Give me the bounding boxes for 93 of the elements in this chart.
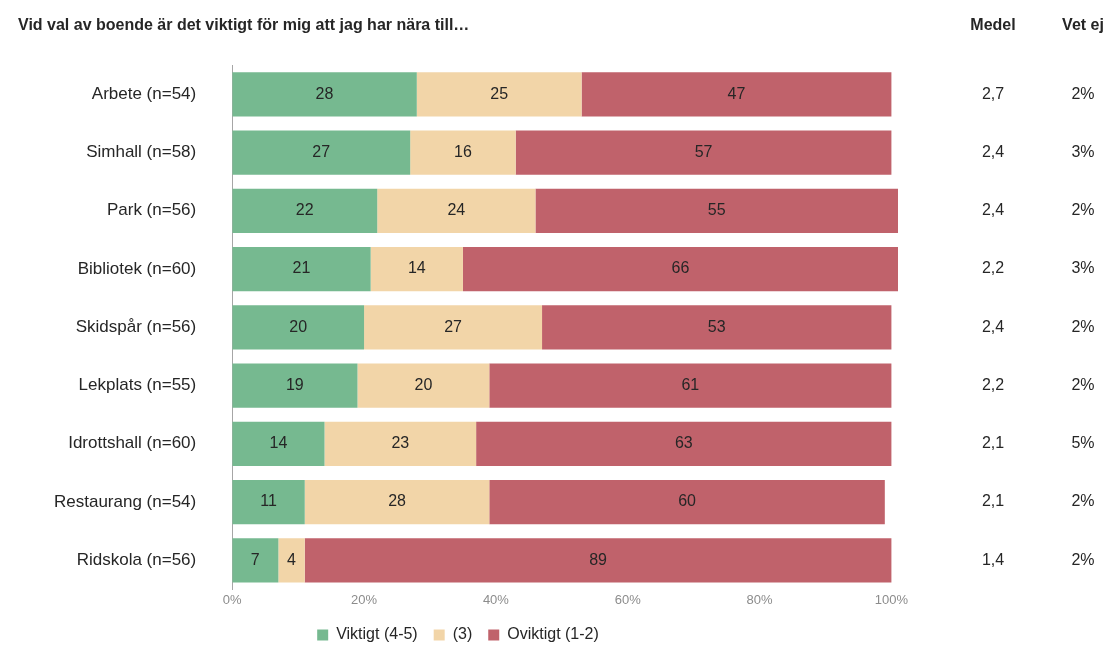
y-tick-label: Bibliotek (n=60) [77, 258, 197, 278]
x-tick-label: 40% [482, 591, 510, 607]
y-tick-label: Park (n=56) [106, 200, 197, 220]
data-label: 53 [707, 317, 726, 335]
data-label: 57 [694, 142, 713, 160]
bar [232, 538, 279, 583]
text: 2,1 [981, 492, 1005, 510]
data-label: 7 [250, 550, 260, 568]
text: 2% [1071, 492, 1095, 510]
bar [542, 305, 892, 350]
text: 1,4 [981, 550, 1005, 568]
y-tick-label: Simhall (n=58) [86, 142, 197, 162]
x-tick-label: 0% [222, 591, 243, 607]
text: 2,4 [981, 142, 1005, 160]
bar [232, 72, 417, 117]
data-label: 14 [407, 259, 426, 277]
chart-title: Vid val av boende är det viktigt för mig att jag har nära till… [18, 16, 470, 34]
text: 2,1 [981, 434, 1005, 452]
bar [278, 538, 305, 583]
text: 2% [1071, 84, 1095, 102]
data-label: 63 [674, 434, 693, 452]
text: 2% [1071, 375, 1095, 393]
bar [304, 479, 490, 525]
bar [232, 363, 358, 408]
bar [232, 130, 411, 175]
legend-label: Oviktigt (1-2) [507, 625, 599, 643]
bar [535, 188, 898, 233]
y-tick-label: Lekplats (n=55) [78, 375, 197, 395]
text: 2,4 [981, 317, 1005, 335]
bar [232, 421, 325, 466]
bar [377, 188, 536, 233]
data-label: 16 [454, 142, 472, 160]
text: 2% [1071, 201, 1095, 219]
data-label: 14 [269, 434, 288, 452]
text: 2,4 [981, 201, 1005, 219]
bar [232, 305, 365, 350]
bar [357, 363, 490, 408]
y-tick-label: Restaurang (n=54) [53, 491, 197, 511]
text: 2% [1071, 317, 1095, 335]
bar [324, 421, 477, 466]
bar [476, 421, 892, 466]
data-label: 27 [312, 142, 331, 160]
x-tick-label: 20% [351, 591, 378, 607]
text: 3% [1071, 259, 1095, 277]
data-label: 28 [315, 84, 334, 102]
text: 2,7 [981, 84, 1005, 102]
data-label: 20 [414, 375, 433, 393]
text: 2,2 [981, 259, 1005, 277]
bar [370, 246, 463, 292]
bar [410, 130, 516, 175]
data-label: 21 [292, 259, 311, 277]
text: 5% [1071, 434, 1095, 452]
data-label: 47 [727, 84, 746, 102]
data-label: 23 [391, 434, 410, 452]
y-tick-label: Idrottshall (n=60) [68, 433, 197, 453]
data-label: 25 [490, 84, 509, 102]
data-label: 22 [295, 201, 314, 219]
bar [489, 479, 885, 525]
y-tick-label: Skidspår (n=56) [75, 316, 197, 336]
y-tick-label: Arbete (n=54) [91, 84, 197, 104]
bar [416, 72, 582, 117]
text: 2,2 [981, 375, 1005, 393]
y-tick-label: Ridskola (n=56) [76, 549, 197, 569]
data-label: 19 [285, 375, 304, 393]
bar [232, 188, 378, 233]
bar [232, 479, 305, 525]
bar [232, 246, 371, 292]
data-label: 27 [444, 317, 463, 335]
x-tick-label: 60% [614, 591, 642, 607]
bar [489, 363, 892, 408]
data-label: 4 [287, 550, 297, 568]
legend-label: Viktigt (4-5) [336, 625, 418, 643]
data-label: 60 [678, 492, 697, 510]
x-tick-label: 100% [874, 591, 909, 607]
data-label: 20 [289, 317, 308, 335]
text: 3% [1071, 142, 1095, 160]
bar [364, 305, 543, 350]
data-label: 11 [260, 492, 277, 510]
x-tick-label: 80% [746, 591, 774, 607]
data-label: 89 [589, 550, 608, 568]
legend-label: (3) [452, 625, 473, 643]
text: 2% [1071, 550, 1095, 568]
data-label: 55 [707, 201, 726, 219]
bar [515, 130, 892, 175]
text: Medel [970, 16, 1016, 34]
bar [462, 246, 898, 292]
data-label: 24 [447, 201, 466, 219]
bar [581, 72, 892, 117]
data-label: 28 [388, 492, 407, 510]
bar [304, 538, 892, 583]
data-label: 61 [681, 375, 700, 393]
data-label: 66 [671, 259, 690, 277]
text: Vet ej [1062, 16, 1104, 34]
